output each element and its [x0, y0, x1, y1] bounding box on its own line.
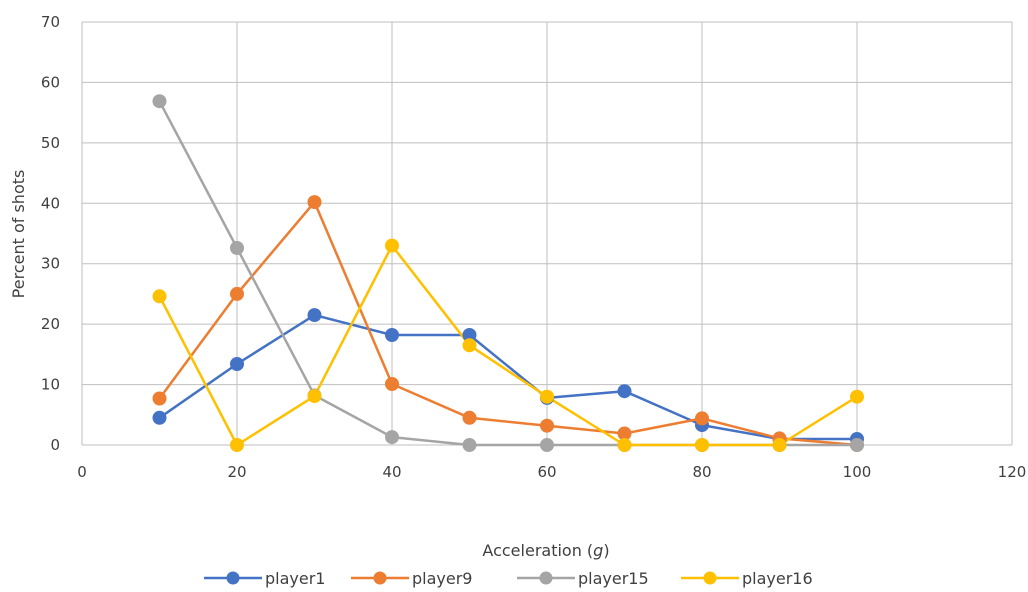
series-line-player15: [158, 99, 859, 447]
grid-lines: [81, 21, 1013, 446]
y-tick-label: 0: [50, 436, 60, 454]
x-tick-label: 120: [998, 463, 1027, 481]
data-point-player15: [462, 438, 477, 452]
x-tick-label: 20: [227, 463, 246, 481]
data-point-player16: [152, 289, 167, 304]
data-point-player16: [307, 389, 322, 404]
data-point-player16: [385, 238, 399, 253]
data-point-player1: [617, 384, 632, 399]
series-line-player16: [158, 244, 859, 447]
data-point-player15: [152, 94, 167, 109]
x-tick-label: 60: [537, 463, 556, 481]
series-line-player1: [158, 313, 859, 441]
y-tick-label: 50: [41, 134, 60, 152]
legend-item-player1: player1: [204, 569, 325, 588]
y-tick-labels: 0 10 20 30 40 50 60 70: [41, 13, 60, 454]
data-point-player9: [230, 286, 244, 301]
data-point-player9: [540, 418, 554, 433]
legend-swatch-marker: [539, 571, 553, 585]
data-point-player16: [695, 438, 709, 452]
data-point-player1: [230, 357, 244, 371]
legend: player1 player9 player15 player16: [204, 569, 813, 588]
data-point-player15: [850, 438, 864, 452]
y-tick-label: 10: [41, 376, 60, 394]
legend-item-player16: player16: [681, 569, 813, 588]
data-point-player9: [385, 377, 399, 391]
data-point-player16: [230, 438, 244, 452]
data-point-player16: [540, 389, 554, 404]
y-axis-title: Percent of shots: [9, 170, 28, 299]
legend-label: player16: [742, 569, 813, 588]
series-markers: [152, 94, 864, 452]
legend-swatch-marker: [373, 571, 387, 585]
data-point-player15: [385, 430, 399, 445]
data-point-player1: [385, 328, 399, 342]
y-tick-label: 60: [41, 73, 60, 91]
data-point-player16: [772, 438, 787, 452]
x-tick-label: 100: [843, 463, 872, 481]
x-tick-label: 80: [692, 463, 711, 481]
legend-label: player1: [265, 569, 325, 588]
series-line-player9: [158, 200, 859, 447]
legend-item-player15: player15: [517, 569, 649, 588]
x-tick-labels: 0 20 40 60 80 100 120: [77, 463, 1026, 481]
legend-swatch-marker: [226, 571, 240, 585]
x-tick-label: 40: [382, 463, 401, 481]
data-point-player15: [540, 438, 554, 452]
legend-label: player9: [412, 569, 472, 588]
y-tick-label: 20: [41, 315, 60, 333]
data-point-player16: [617, 438, 632, 452]
data-point-player9: [307, 195, 322, 210]
data-point-player1: [307, 308, 322, 323]
data-point-player16: [850, 389, 864, 404]
data-point-player9: [462, 410, 477, 425]
legend-swatch-marker: [703, 571, 717, 585]
data-point-player15: [230, 241, 244, 255]
data-point-player9: [152, 391, 167, 406]
series-lines: [158, 99, 859, 447]
data-point-player16: [462, 338, 477, 353]
x-tick-label: 0: [77, 463, 87, 481]
y-tick-label: 40: [41, 194, 60, 212]
data-point-player1: [152, 410, 167, 425]
legend-label: player15: [578, 569, 649, 588]
y-tick-label: 70: [41, 13, 60, 31]
y-tick-label: 30: [41, 255, 60, 273]
legend-item-player9: player9: [351, 569, 472, 588]
data-point-player9: [695, 411, 709, 426]
x-axis-title: Acceleration (g): [482, 541, 609, 560]
